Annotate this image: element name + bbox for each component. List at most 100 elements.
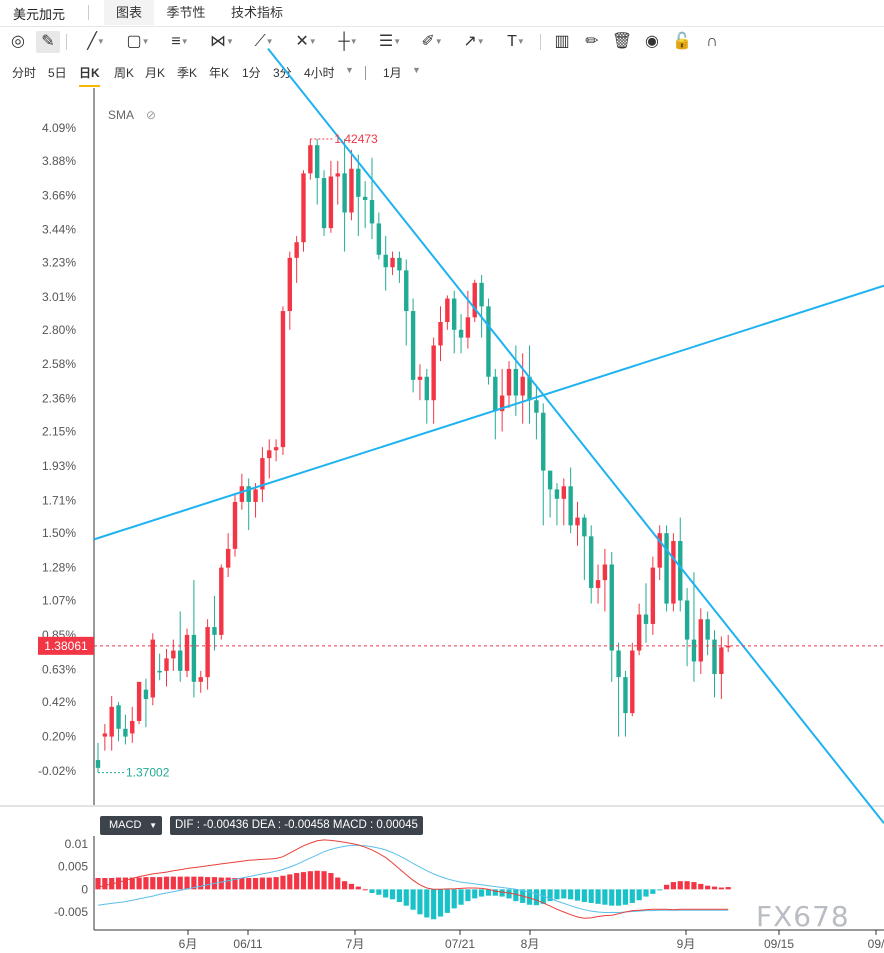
range-select[interactable]: 1月: [383, 66, 402, 80]
macd-histogram-bar: [246, 878, 252, 890]
macd-histogram-bar: [588, 889, 594, 903]
text-icon[interactable]: T▼: [507, 33, 525, 51]
y-tick-label: 1.28%: [42, 561, 76, 575]
macd-histogram-bar: [663, 884, 670, 890]
period-quarter[interactable]: 季K: [177, 66, 198, 80]
period-more-icon[interactable]: ▼: [345, 65, 354, 75]
macd-histogram-bar: [561, 889, 567, 899]
macd-histogram-bar: [622, 889, 629, 905]
macd-histogram-bar: [280, 875, 286, 890]
y-tick-label: 3.23%: [42, 256, 76, 270]
eye-icon[interactable]: ◉: [645, 33, 659, 50]
pattern-icon[interactable]: ⋈▼: [210, 33, 234, 51]
brush-icon[interactable]: ✐▼: [421, 33, 443, 51]
period-week[interactable]: 周K: [114, 66, 135, 80]
edit-icon[interactable]: ✏: [585, 33, 599, 50]
macd-histogram-bar: [232, 878, 238, 890]
toolbar-divider: [66, 34, 67, 50]
sma-indicator-label[interactable]: SMA: [108, 108, 135, 122]
candle-body: [246, 486, 251, 502]
candle-body: [212, 627, 217, 635]
macd-histogram-bar: [499, 889, 505, 897]
candle-body: [205, 627, 210, 678]
last-price-tag: [38, 636, 94, 655]
watermark: FX678: [756, 900, 850, 933]
candle-body: [493, 376, 498, 412]
macd-histogram-bar: [205, 877, 211, 890]
macd-histogram-bar: [273, 877, 279, 890]
y-tick-label: 1.50%: [42, 526, 76, 540]
y-tick-label: 0.42%: [42, 695, 76, 709]
magnet-icon[interactable]: ∩: [706, 33, 718, 50]
candle-body: [520, 376, 525, 396]
line-icon[interactable]: ╱▼: [87, 33, 105, 51]
period-1min[interactable]: 1分: [242, 66, 261, 80]
candle-body: [342, 173, 347, 213]
candle-body: [362, 196, 368, 200]
macd-histogram-bar: [513, 889, 519, 902]
bars-icon[interactable]: ┼▼: [338, 33, 358, 51]
candle-body: [383, 254, 388, 268]
y-tick-label: 3.88%: [42, 154, 76, 168]
eye-off-icon[interactable]: ⊘: [146, 108, 157, 122]
tab-seasonality[interactable]: 季节性: [166, 5, 206, 20]
macd-histogram-bar: [102, 878, 108, 890]
range-chevron-down-icon[interactable]: ▼: [412, 65, 421, 75]
period-month[interactable]: 月K: [145, 66, 166, 80]
period-4h[interactable]: 4小时: [304, 66, 335, 80]
candle-body: [684, 600, 690, 640]
y-tick-label: -0.02%: [38, 764, 76, 778]
candle-body: [95, 760, 101, 768]
fib-icon[interactable]: ✕▼: [295, 33, 317, 51]
macd-histogram-bar: [492, 889, 498, 896]
tab-chart[interactable]: 图表: [104, 0, 154, 25]
candle-body: [541, 412, 546, 471]
macd-histogram-bar: [616, 889, 622, 906]
rect-icon[interactable]: ▢▼: [126, 33, 150, 51]
unlock-icon[interactable]: 🔓: [672, 33, 692, 50]
macd-selector[interactable]: MACD ▼: [100, 816, 162, 835]
period-day[interactable]: 日K: [79, 65, 100, 87]
candle-body: [582, 517, 587, 537]
candle-body: [458, 329, 464, 338]
candle-body: [335, 173, 340, 177]
candle-body: [424, 376, 429, 401]
trash-icon[interactable]: 🗑: [611, 33, 633, 50]
macd-histogram-bar: [150, 877, 156, 890]
period-3min[interactable]: 3分: [273, 66, 292, 80]
fork-icon[interactable]: ⟋▼: [254, 33, 274, 51]
macd-histogram-bar: [451, 889, 457, 909]
parallel-lines-icon[interactable]: ≡▼: [171, 33, 189, 51]
macd-histogram-bar: [307, 871, 313, 890]
candle-body: [691, 639, 697, 662]
candle-icon[interactable]: ▥: [554, 33, 570, 50]
measure-icon[interactable]: ☰▼: [378, 33, 402, 51]
gauge-icon[interactable]: ◎: [11, 33, 25, 50]
macd-tick-label: 0.01: [65, 837, 89, 851]
period-5d[interactable]: 5日: [48, 66, 67, 80]
pencil-icon[interactable]: ✎: [36, 31, 60, 53]
candle-body: [589, 536, 594, 588]
candle-body: [534, 400, 539, 413]
candle-body: [232, 501, 238, 549]
arrow-icon[interactable]: ↗▼: [463, 33, 485, 51]
macd-histogram-bar: [163, 876, 170, 890]
period-year[interactable]: 年K: [209, 66, 230, 80]
candle-body: [479, 282, 484, 307]
x-tick-label: 7月: [346, 937, 365, 951]
tab-technical-indicators[interactable]: 技术指标: [230, 5, 283, 20]
candle-body: [602, 564, 608, 581]
candle-body: [712, 639, 717, 675]
candle-body: [499, 395, 505, 412]
candle-body: [239, 486, 245, 502]
macd-histogram-bar: [485, 889, 492, 896]
macd-histogram-bar: [300, 872, 307, 890]
candle-body: [561, 486, 566, 499]
candle-body: [123, 728, 128, 737]
period-fenshi[interactable]: 分时: [12, 66, 37, 80]
y-tick-label: 3.44%: [42, 223, 76, 237]
candle-body: [554, 489, 560, 499]
candle-body: [410, 311, 416, 380]
candle-body: [698, 619, 703, 662]
